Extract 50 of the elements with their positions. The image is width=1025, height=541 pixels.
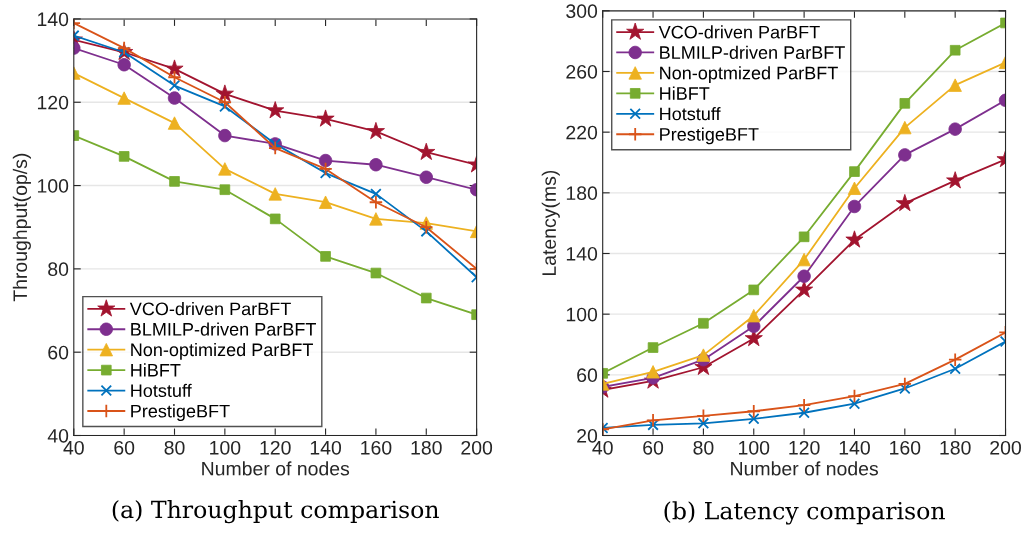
y-tick-label: 40 <box>47 428 69 443</box>
x-tick-label: 200 <box>461 440 493 455</box>
y-axis-title: Latency(ms) <box>541 170 560 276</box>
x-tick-label: 80 <box>164 440 185 455</box>
x-tick-label: 40 <box>63 440 84 455</box>
legend-label: PrestigeBFT <box>131 404 230 422</box>
legend-label: Non-optimized ParBFT <box>131 342 313 360</box>
legend-label: PrestigeBFT <box>660 127 759 145</box>
x-tick-label: 80 <box>693 440 714 455</box>
x-tick-label: 180 <box>940 440 971 455</box>
y-tick-label: 140 <box>37 12 69 27</box>
x-tick-label: 120 <box>260 440 291 455</box>
y-tick-label: 180 <box>566 186 598 201</box>
x-tick-label: 160 <box>361 440 392 455</box>
y-tick-label: 260 <box>566 64 598 79</box>
y-axis-title: Throughput(op/s) <box>12 153 31 302</box>
x-tick-label: 200 <box>990 440 1021 455</box>
text: (a) Throughput comparison <box>112 500 439 524</box>
x-tick-label: 60 <box>114 440 135 455</box>
y-tick-label: 120 <box>37 95 69 110</box>
legend-label: VCO-driven ParBFT <box>658 25 820 39</box>
x-tick-label: 100 <box>210 440 241 455</box>
y-tick-label: 100 <box>37 179 69 193</box>
x-tick-label: 140 <box>310 440 342 455</box>
y-tick-label: 20 <box>577 428 598 443</box>
y-tick-label: 140 <box>566 246 598 261</box>
y-tick-label: 100 <box>566 307 598 322</box>
y-tick-label: 60 <box>577 368 598 383</box>
x-tick-label: 160 <box>890 440 921 455</box>
legend-label: HiBFT <box>131 363 181 377</box>
y-tick-label: 300 <box>566 4 598 19</box>
x-tick-label: 60 <box>643 440 664 455</box>
x-tick-label: 120 <box>789 440 820 455</box>
legend-label: Hotstuff <box>131 383 192 398</box>
legend-label: BLMILP-driven ParBFT <box>131 322 316 336</box>
y-tick-label: 60 <box>48 345 69 360</box>
y-tick-label: 80 <box>48 262 69 277</box>
legend-label: BLMILP-driven ParBFT <box>660 45 845 59</box>
legend-label: HiBFT <box>660 86 710 100</box>
x-tick-label: 100 <box>739 440 770 455</box>
x-axis-title: Number of nodes <box>731 461 878 476</box>
y-tick-label: 220 <box>566 125 598 140</box>
text: (b) Latency comparison <box>664 501 945 525</box>
x-tick-label: 140 <box>839 440 870 455</box>
legend-label: Non-optmized ParBFT <box>660 66 838 83</box>
x-axis-title: Number of nodes <box>202 461 350 476</box>
x-tick-label: 40 <box>592 440 613 455</box>
legend-label: Hotstuff <box>660 107 721 121</box>
legend-label: VCO-driven ParBFT <box>129 302 291 316</box>
x-tick-label: 180 <box>411 440 442 455</box>
